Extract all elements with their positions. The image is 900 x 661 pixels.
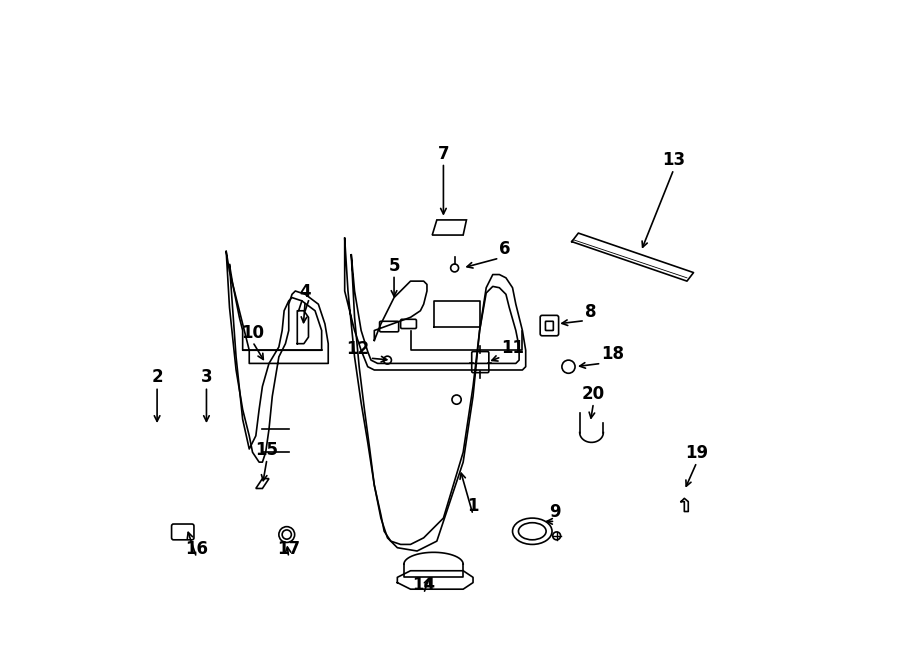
Text: 7: 7 <box>437 145 449 163</box>
Text: 12: 12 <box>346 340 370 358</box>
Text: 16: 16 <box>185 539 208 558</box>
Text: 4: 4 <box>300 283 311 301</box>
Text: 19: 19 <box>685 444 708 462</box>
Text: 18: 18 <box>601 346 625 364</box>
Text: 17: 17 <box>277 539 301 558</box>
Text: 8: 8 <box>585 303 597 321</box>
Text: 15: 15 <box>256 441 278 459</box>
Text: 6: 6 <box>500 240 511 258</box>
Text: 13: 13 <box>662 151 686 169</box>
Text: 5: 5 <box>388 256 400 274</box>
Text: 14: 14 <box>412 576 436 594</box>
Text: 2: 2 <box>151 368 163 387</box>
Text: 9: 9 <box>550 504 561 522</box>
Text: 10: 10 <box>241 324 264 342</box>
Text: 11: 11 <box>501 339 525 357</box>
Text: 20: 20 <box>582 385 605 403</box>
Text: 1: 1 <box>467 497 479 515</box>
Text: 3: 3 <box>201 368 212 387</box>
